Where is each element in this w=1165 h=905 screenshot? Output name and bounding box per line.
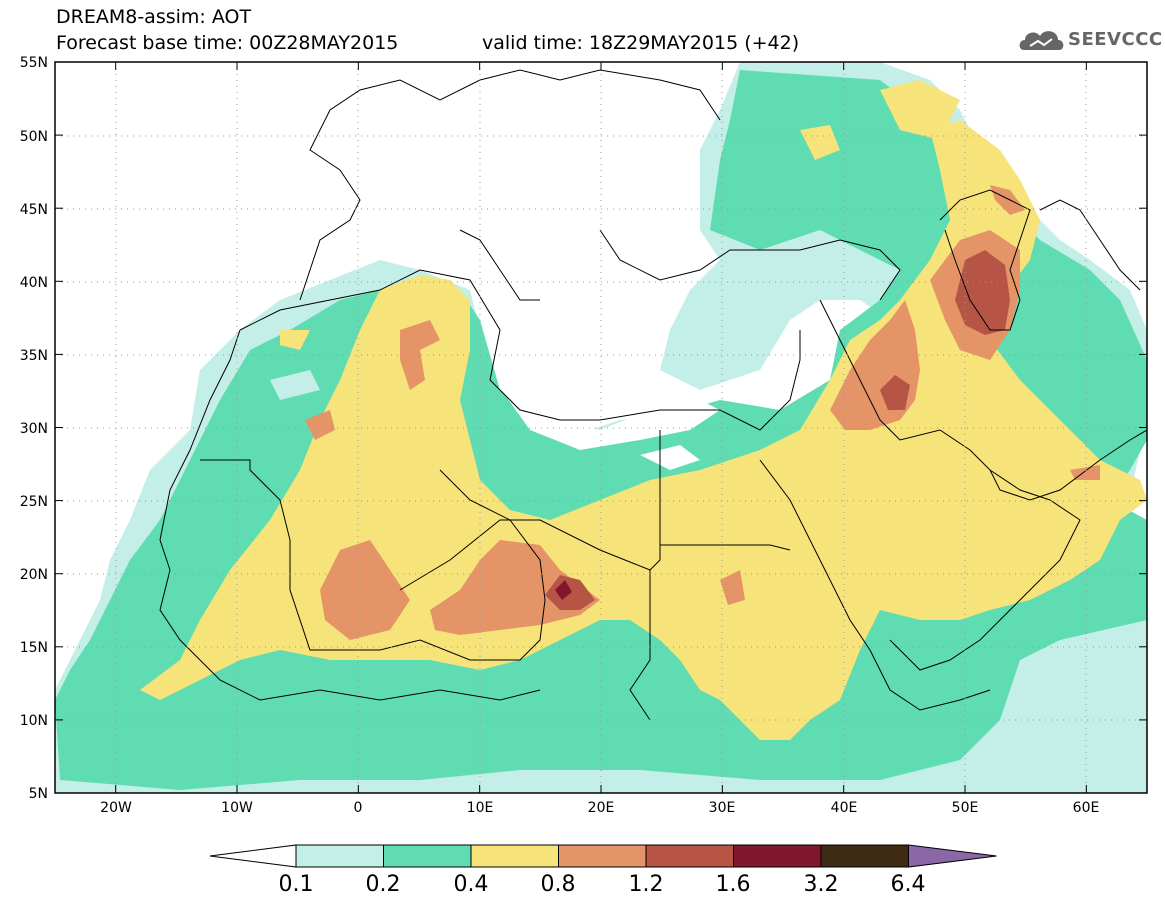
coastlines: [159, 69, 1147, 721]
lon-label: 20W: [100, 800, 132, 816]
lon-label: 30E: [709, 800, 736, 816]
aot-field: [55, 62, 1147, 793]
lon-label: 20E: [588, 800, 615, 816]
lat-label: 30N: [20, 421, 48, 437]
colorbar-segment: [820, 844, 909, 868]
colorbar-segment: [295, 844, 384, 868]
logo-text: SEEVCCC: [1068, 29, 1163, 50]
lat-label: 35N: [20, 348, 48, 364]
colorbar-label: 1.6: [715, 872, 751, 897]
longitude-labels: 20W 10W 0 10E 20E 30E 40E 50E 60E: [100, 800, 1099, 816]
lat-label: 40N: [20, 275, 48, 291]
lat-label: 45N: [20, 202, 48, 218]
lat-label: 50N: [20, 129, 48, 145]
lat-label: 15N: [20, 640, 48, 656]
map-title: DREAM8-assim: AOT: [56, 6, 252, 28]
cloud-icon: [1019, 31, 1064, 50]
colorbar-label: 0.1: [278, 872, 314, 897]
lat-label: 55N: [20, 55, 48, 71]
seevccc-logo: SEEVCCC: [1016, 22, 1162, 58]
lon-label: 60E: [1073, 800, 1100, 816]
lon-label: 10E: [467, 800, 494, 816]
colorbar: [209, 844, 997, 868]
lat-label: 20N: [20, 567, 48, 583]
colorbar-label: 3.2: [803, 872, 839, 897]
colorbar-segment: [733, 844, 822, 868]
lat-label: 25N: [20, 494, 48, 510]
colorbar-segment: [645, 844, 734, 868]
colorbar-label: 1.2: [628, 872, 664, 897]
latitude-labels: 5N 10N 15N 20N 25N 30N 35N 40N 45N 50N 5…: [20, 55, 48, 802]
colorbar-label: 0.8: [540, 872, 576, 897]
lon-label: 50E: [952, 800, 979, 816]
colorbar-segment: [558, 844, 647, 868]
gridlines: [55, 62, 1147, 793]
colorbar-min-arrow: [209, 844, 297, 868]
lat-label: 5N: [29, 786, 48, 802]
colorbar-label: 0.4: [453, 872, 489, 897]
lat-label: 10N: [20, 713, 48, 729]
colorbar-segment: [470, 844, 559, 868]
forecast-base-time: Forecast base time: 00Z28MAY2015: [56, 32, 399, 54]
colorbar-label: 0.2: [365, 872, 401, 897]
colorbar-max-arrow: [908, 844, 997, 868]
colorbar-segment: [383, 844, 472, 868]
lon-label: 40E: [831, 800, 858, 816]
colorbar-label: 6.4: [890, 872, 926, 897]
lon-label: 0: [354, 800, 363, 816]
axis-ticks: [55, 61, 1147, 794]
valid-time: valid time: 18Z29MAY2015 (+42): [482, 32, 800, 54]
lon-label: 10W: [221, 800, 253, 816]
